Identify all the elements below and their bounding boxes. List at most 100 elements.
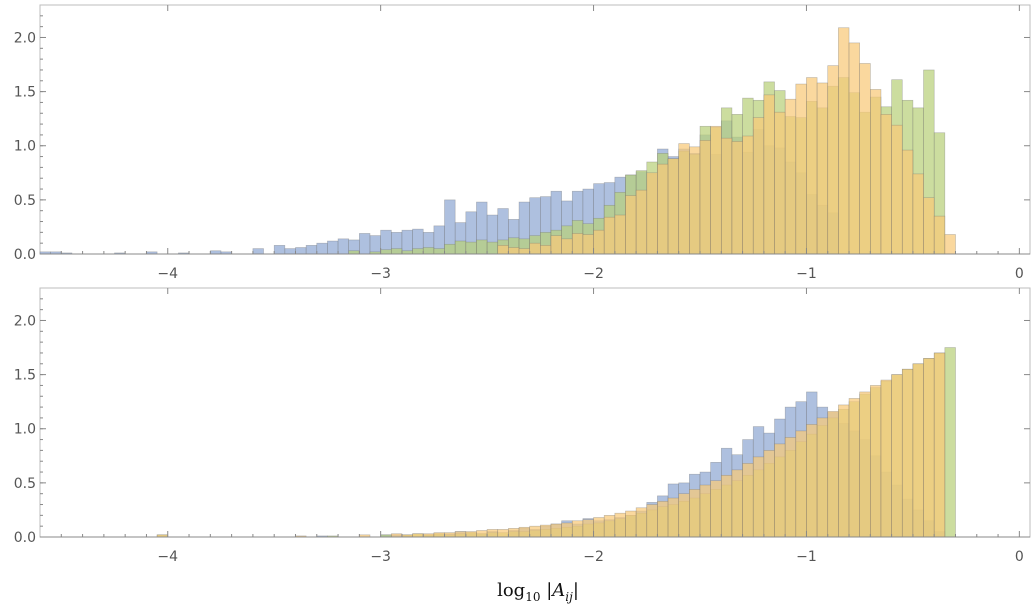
histogram-bar xyxy=(752,456,765,538)
histogram-bar xyxy=(316,242,328,255)
histogram-bar xyxy=(646,172,658,255)
histogram-bar xyxy=(848,42,860,255)
histogram-bar xyxy=(944,234,956,255)
histogram-bar xyxy=(540,245,552,255)
histogram-bar xyxy=(795,83,807,255)
x-tick-label: −1 xyxy=(796,549,817,565)
histogram-bar xyxy=(497,245,509,255)
histogram-bar xyxy=(444,532,456,538)
histogram-bar xyxy=(508,247,520,255)
histogram-bar xyxy=(614,214,626,255)
histogram-bar xyxy=(401,229,413,255)
histogram-bar xyxy=(699,140,711,255)
y-tick-label: 1.5 xyxy=(14,368,36,384)
histogram-bar xyxy=(625,195,637,255)
histogram-bar xyxy=(827,411,839,538)
histogram-panel-bottom: −4 −3 −2 −1 0 0.0 0.5 1.0 1.5 2.0 xyxy=(14,287,1031,565)
histogram-bar xyxy=(667,158,680,255)
x-tick-label: −1 xyxy=(796,266,817,282)
histogram-bar xyxy=(337,238,350,255)
histogram-bar xyxy=(433,248,445,255)
histogram-bar xyxy=(561,238,573,255)
histogram-panel-top: −4 −3 −2 −1 0 0.0 0.5 1.0 1.5 2.0 xyxy=(14,4,1031,282)
histogram-bar xyxy=(454,531,467,538)
y-tick-label: 0.0 xyxy=(14,247,36,263)
histogram-bar xyxy=(380,249,392,255)
histogram-bar xyxy=(774,443,786,538)
histogram-bar xyxy=(923,197,935,255)
x-axis-label: log10 |Aij| xyxy=(497,580,579,604)
histogram-bar xyxy=(571,233,584,255)
histogram-bar xyxy=(870,385,882,538)
histogram-bar xyxy=(444,243,456,255)
histogram-bar xyxy=(571,520,584,538)
x-tick-label: −4 xyxy=(157,549,178,565)
histogram-bar xyxy=(508,528,520,538)
y-tick-label: 1.0 xyxy=(14,422,36,438)
histogram-bar xyxy=(912,173,924,255)
histogram-bar xyxy=(763,94,775,255)
histogram-bar xyxy=(838,404,850,538)
histogram-bar xyxy=(476,530,488,538)
histogram-bar xyxy=(944,347,956,538)
histogram-bar xyxy=(699,484,711,538)
histogram-bar xyxy=(561,522,573,538)
histogram-bar xyxy=(880,379,892,538)
histogram-bar xyxy=(678,143,690,255)
y-tick-label: 1.0 xyxy=(14,139,36,155)
histogram-bar xyxy=(603,515,616,538)
histogram-bar xyxy=(529,242,541,255)
histogram-bar xyxy=(816,82,829,255)
histogram-bar xyxy=(784,437,797,538)
histogram-bar xyxy=(731,141,743,255)
histogram-bar xyxy=(657,163,669,255)
histogram-bar xyxy=(433,532,445,538)
histogram-bar xyxy=(848,398,860,538)
histogram-bar xyxy=(454,240,467,255)
histogram-bar xyxy=(518,526,530,538)
histogram-bar xyxy=(827,65,839,255)
histogram-bar xyxy=(635,507,648,538)
histogram-bar xyxy=(422,247,435,255)
x-tick-label: 0 xyxy=(1015,549,1024,565)
y-tick-label: 2.0 xyxy=(14,30,36,46)
histogram-bar xyxy=(614,512,626,538)
histogram-bar xyxy=(912,363,924,538)
histogram-bar xyxy=(550,523,562,538)
histogram-bar xyxy=(369,235,381,255)
histogram-bar xyxy=(901,368,914,538)
histogram-bar xyxy=(486,529,499,538)
histogram-bar xyxy=(465,241,477,255)
histogram-bar xyxy=(816,417,829,538)
x-tick-label: 0 xyxy=(1015,266,1024,282)
histogram-bar xyxy=(593,517,605,538)
histogram-bar xyxy=(540,524,552,538)
histogram-bar xyxy=(859,63,871,255)
histogram-bar xyxy=(806,424,818,538)
histogram-bar xyxy=(891,124,903,255)
histogram-bar xyxy=(518,248,530,255)
histogram-bar xyxy=(582,519,594,538)
y-tick-label: 0.5 xyxy=(14,476,36,492)
y-tick-label: 2.0 xyxy=(14,313,36,329)
histogram-bar xyxy=(742,135,754,255)
histogram-bar xyxy=(635,189,648,255)
histogram-bar xyxy=(465,531,477,538)
histogram-bar xyxy=(742,463,754,538)
histogram-bar xyxy=(731,469,743,538)
histogram-bar xyxy=(752,117,765,255)
histogram-bar xyxy=(667,497,680,538)
histogram-bar xyxy=(284,248,296,255)
histogram-bar xyxy=(901,149,914,255)
histogram-bar xyxy=(657,500,669,538)
histogram-bar xyxy=(603,216,616,255)
histogram-bar xyxy=(582,234,594,255)
histogram-bar xyxy=(806,77,818,255)
histogram-bar xyxy=(295,247,307,255)
histogram-bar xyxy=(720,137,733,255)
x-tick-label: −3 xyxy=(370,549,391,565)
x-tick-label: −2 xyxy=(583,266,604,282)
histogram-bar xyxy=(689,146,701,255)
histogram-bar xyxy=(720,474,733,538)
histogram-bar xyxy=(305,245,318,255)
